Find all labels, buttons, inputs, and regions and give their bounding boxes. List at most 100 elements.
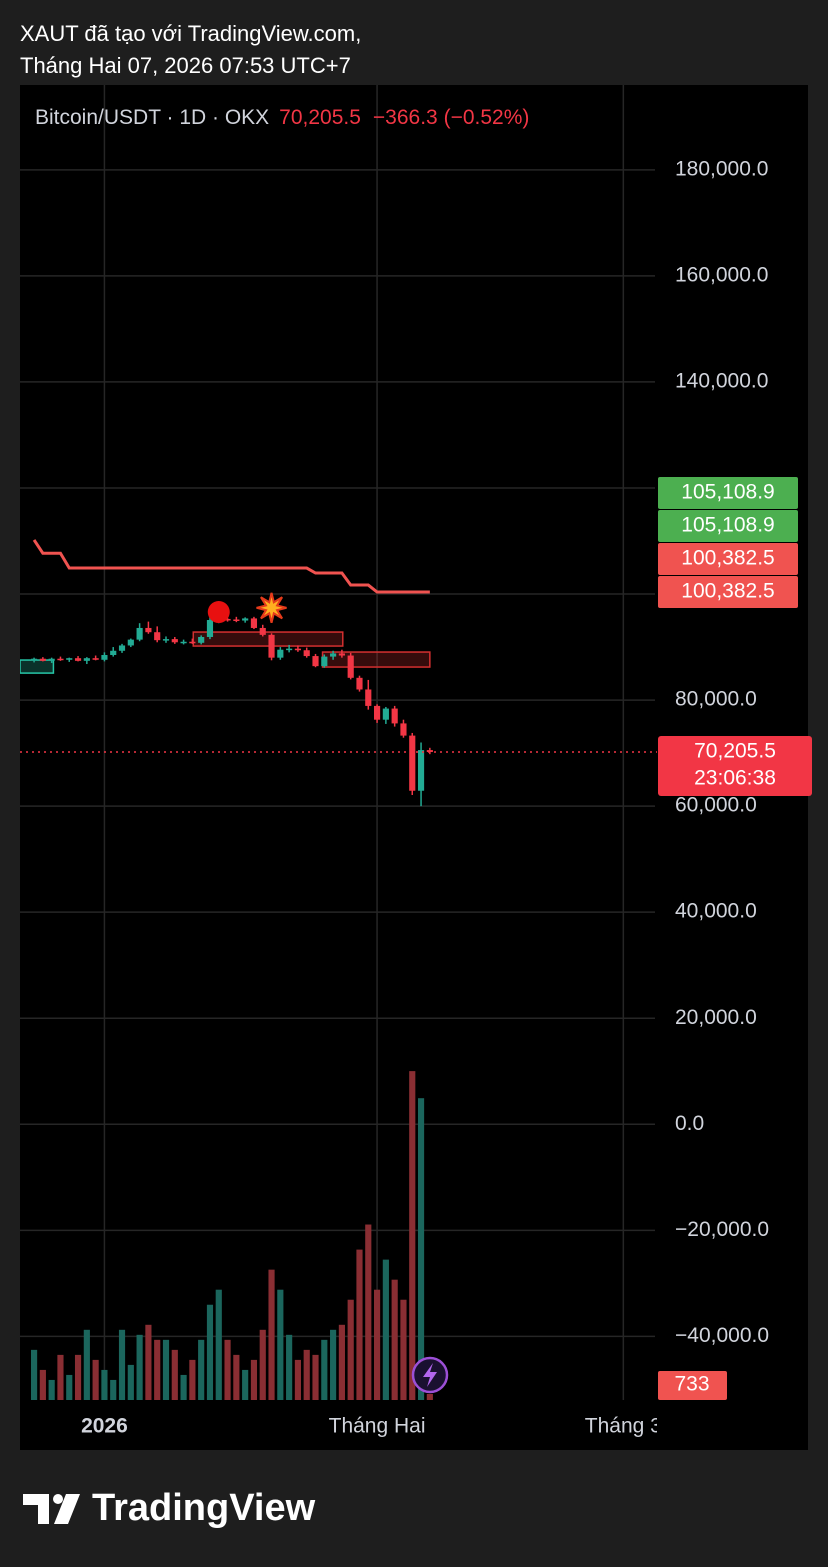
candle-body [373, 705, 381, 720]
x-tick-label: Tháng 3 [585, 1415, 662, 1438]
zone [192, 631, 344, 647]
x-tick-label: Tháng Hai [329, 1415, 426, 1438]
candle-body [145, 627, 152, 633]
candle-body [74, 658, 82, 661]
overlay: 70,205.5 23:06:38 105,108.9 105,108.9 100,38… [20, 477, 812, 1400]
candle-body [321, 656, 328, 667]
candle-body [356, 677, 363, 690]
candle-body [417, 750, 425, 791]
legend: Bitcoin/USDT · 1D · OKX 70,205.5 −366.3 (−… [35, 106, 529, 129]
volume-bar [74, 1354, 82, 1400]
volume-bar [373, 1289, 381, 1400]
candle-body [277, 649, 284, 658]
volume-bar [250, 1359, 258, 1400]
candle-body [101, 655, 108, 660]
last-price-label: 70,205.5 [694, 740, 776, 763]
last-price-tag [658, 736, 812, 797]
candle-body [242, 618, 249, 621]
volume-bar [224, 1339, 231, 1400]
candle-body [83, 658, 90, 661]
price-tag-label: 105,108.9 [681, 481, 774, 504]
volume-bar [30, 1349, 38, 1400]
candle-body [189, 641, 196, 644]
brand: TradingView [92, 1487, 316, 1529]
y-tick-label: 140,000.0 [675, 369, 768, 392]
candle-body [30, 658, 38, 661]
candle-body [154, 632, 161, 641]
candle-body [206, 620, 214, 637]
tradingview-logo [23, 1494, 80, 1524]
replay-icon[interactable] [411, 1356, 449, 1394]
volume-bar [259, 1329, 266, 1400]
volume-bar [180, 1374, 187, 1400]
legend-change: −366.3 (−0.52%) [373, 106, 529, 129]
volume-bar [57, 1354, 64, 1400]
volume-bar [417, 1098, 425, 1400]
candle-body [259, 627, 266, 635]
candle-body [171, 639, 178, 643]
candle-body [198, 636, 205, 643]
volume-bar [382, 1259, 389, 1400]
y-tick-label: −20,000.0 [675, 1218, 769, 1241]
candle-body [330, 653, 337, 657]
y-tick-label: 80,000.0 [675, 688, 757, 711]
zone [321, 651, 431, 668]
y-tick-label: 60,000.0 [675, 794, 757, 817]
x-axis: 2026 Tháng Hai Tháng 3 [81, 1415, 662, 1438]
signal-burst [256, 592, 287, 624]
volume-bar [312, 1354, 319, 1400]
candle-body [294, 648, 302, 651]
volume-bar [338, 1324, 345, 1400]
plot [20, 539, 433, 1400]
candle-body [110, 650, 117, 656]
candle-body [162, 639, 170, 641]
volume-bar [162, 1339, 170, 1400]
candle-body [426, 750, 433, 753]
price-tag-label: 105,108.9 [681, 514, 774, 537]
volume-bar [127, 1364, 134, 1400]
volume-bar [277, 1289, 284, 1400]
volume-bar [426, 1393, 433, 1400]
legend-price: 70,205.5 [279, 106, 361, 129]
volume-bar [286, 1334, 293, 1400]
volume-bar [215, 1289, 222, 1400]
candle-body [409, 735, 416, 791]
volume-bar [92, 1359, 99, 1400]
volume-tag-label: 733 [674, 1373, 709, 1396]
candle-body [250, 618, 258, 628]
volume-bar [136, 1334, 143, 1400]
indicator-line [32, 539, 430, 594]
candle-body [365, 689, 372, 706]
volume-bar [66, 1374, 73, 1400]
volume-bar [294, 1359, 302, 1400]
price-tag [658, 543, 798, 576]
candle-body [92, 658, 99, 660]
candle-body [39, 658, 46, 661]
candle-body [136, 627, 143, 640]
candle-body [118, 645, 126, 651]
zone [20, 659, 55, 674]
volume-bar [39, 1369, 46, 1400]
candle-body [268, 634, 275, 658]
y-tick-label: 20,000.0 [675, 1006, 757, 1029]
volume-bar [409, 1071, 416, 1400]
price-tag [658, 576, 798, 609]
candle-body [347, 655, 354, 678]
volume-bar [347, 1299, 354, 1400]
price-tag [658, 477, 798, 510]
volume-bar [110, 1379, 117, 1400]
signal-dot [207, 601, 230, 624]
volume-bar [365, 1224, 372, 1400]
candle-body [400, 723, 407, 736]
candle-body [57, 658, 64, 661]
candle-body [180, 641, 187, 644]
volume-bar [171, 1349, 178, 1400]
volume-bar [48, 1379, 55, 1400]
volume-bar [391, 1279, 398, 1400]
volume-bar [198, 1339, 205, 1400]
volume-bar [242, 1369, 249, 1400]
volume-bar [118, 1329, 126, 1400]
volume-bar [268, 1269, 275, 1400]
volume-tag [658, 1371, 727, 1400]
